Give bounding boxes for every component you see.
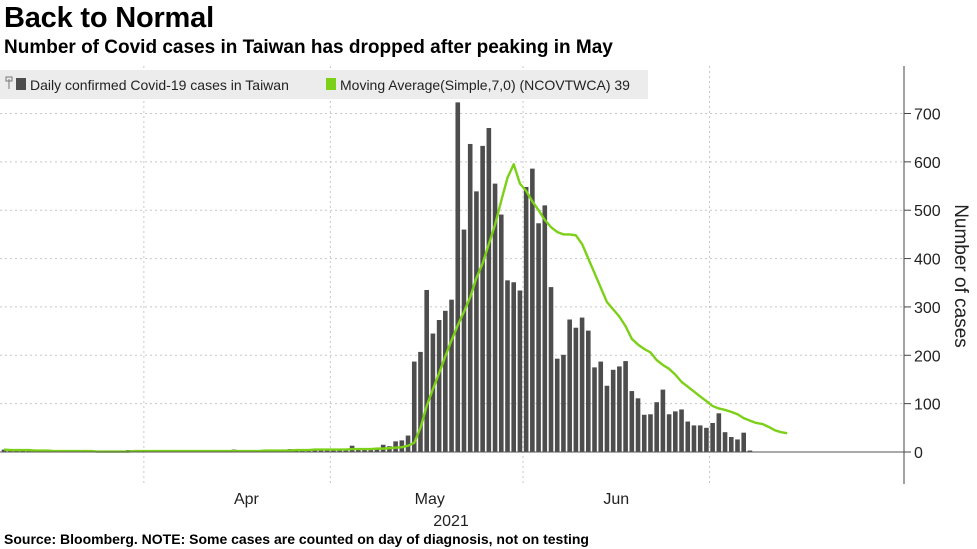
- daily-case-bar: [648, 414, 653, 452]
- daily-case-bar: [430, 333, 436, 452]
- daily-case-bar: [567, 319, 572, 452]
- daily-case-bar: [405, 435, 411, 452]
- daily-case-bar: [411, 361, 417, 452]
- y-tick-label: 400: [914, 252, 941, 269]
- daily-case-bar: [300, 450, 305, 452]
- daily-case-bar: [1, 449, 7, 452]
- daily-case-bar: [691, 425, 697, 452]
- legend: Daily confirmed Covid-19 cases in Taiwan…: [0, 70, 648, 99]
- daily-case-bar: [443, 310, 448, 452]
- daily-case-bar: [592, 367, 597, 452]
- y-tick-label: 600: [914, 155, 941, 172]
- daily-case-bar: [455, 102, 461, 452]
- x-tick-label: Apr: [234, 491, 260, 508]
- legend-swatch-line: [326, 78, 336, 90]
- daily-case-bar: [424, 290, 429, 452]
- daily-case-bar: [629, 391, 635, 452]
- daily-case-bar: [461, 229, 467, 452]
- y-tick-label: 100: [914, 397, 941, 414]
- daily-case-bar: [623, 361, 628, 452]
- daily-case-bar: [561, 354, 566, 452]
- daily-case-bar: [610, 369, 616, 452]
- daily-case-bar: [362, 449, 367, 452]
- daily-case-bar: [685, 421, 691, 452]
- daily-case-bar: [660, 389, 666, 452]
- daily-case-bar: [548, 287, 554, 452]
- moving-average-line: [3, 163, 788, 453]
- legend-label-bars: Daily confirmed Covid-19 cases in Taiwan: [30, 77, 289, 93]
- daily-case-bar: [735, 439, 740, 452]
- daily-case-bar: [374, 449, 380, 452]
- daily-case-bar: [747, 450, 753, 452]
- daily-case-bar: [604, 385, 610, 452]
- daily-case-bar: [486, 128, 492, 452]
- x-tick-label: May: [415, 491, 445, 508]
- daily-case-bar: [480, 145, 485, 452]
- daily-case-bar: [586, 330, 591, 452]
- daily-case-bar: [617, 366, 622, 452]
- y-tick-label: 0: [914, 445, 923, 462]
- daily-case-bar: [741, 432, 747, 452]
- daily-case-bar: [704, 427, 709, 452]
- daily-case-bar: [418, 351, 423, 452]
- daily-case-bar: [436, 319, 442, 452]
- daily-case-bar: [498, 214, 504, 452]
- daily-case-bar: [530, 168, 535, 452]
- daily-case-bar: [536, 223, 541, 452]
- bar-series: [1, 102, 753, 453]
- daily-case-bar: [505, 280, 510, 452]
- daily-case-bar: [679, 409, 684, 452]
- daily-case-bar: [635, 398, 641, 452]
- daily-case-bar: [573, 327, 579, 452]
- daily-case-bar: [722, 432, 728, 452]
- daily-case-bar: [641, 414, 647, 452]
- daily-case-bar: [716, 413, 722, 452]
- daily-case-bar: [673, 411, 678, 452]
- daily-case-bar: [318, 449, 324, 452]
- daily-case-bar: [492, 183, 498, 452]
- daily-case-bar: [324, 450, 330, 452]
- daily-case-bar: [368, 450, 374, 452]
- daily-case-bar: [728, 437, 734, 452]
- x-year-label: 2021: [433, 513, 469, 530]
- legend-background: [0, 70, 648, 99]
- source-note: Source: Bloomberg. NOTE: Some cases are …: [4, 531, 589, 547]
- y-axis-title: Number of cases: [950, 204, 971, 348]
- daily-case-bar: [449, 299, 454, 452]
- y-tick-label: 200: [914, 348, 941, 365]
- daily-case-bar: [697, 425, 703, 452]
- daily-case-bar: [710, 422, 715, 452]
- daily-case-bar: [517, 290, 523, 452]
- chart-title: Back to Normal: [4, 2, 214, 34]
- legend-label-line: Moving Average(Simple,7,0) (NCOVTWCA) 39: [340, 77, 630, 93]
- legend-pin-head: [5, 76, 13, 82]
- daily-case-bar: [474, 191, 479, 453]
- daily-case-bar: [511, 282, 517, 452]
- daily-case-bar: [523, 187, 529, 452]
- daily-case-bar: [542, 205, 548, 452]
- y-tick-label: 500: [914, 203, 941, 220]
- daily-case-bar: [666, 414, 672, 452]
- daily-case-bar: [598, 361, 604, 452]
- daily-case-bar: [331, 449, 336, 452]
- y-tick-label: 700: [914, 107, 941, 124]
- y-tick-label: 300: [914, 300, 941, 317]
- legend-swatch-bars: [16, 78, 26, 90]
- chart-subtitle: Number of Covid cases in Taiwan has drop…: [4, 37, 613, 58]
- daily-case-bar: [554, 358, 560, 452]
- daily-case-bar: [579, 317, 585, 452]
- x-tick-label: Jun: [603, 491, 629, 508]
- daily-case-bar: [654, 402, 659, 452]
- axes-layer: 0 100 200 300 400 500 600 700 Apr May Jun 2021 Numbe…: [0, 66, 971, 530]
